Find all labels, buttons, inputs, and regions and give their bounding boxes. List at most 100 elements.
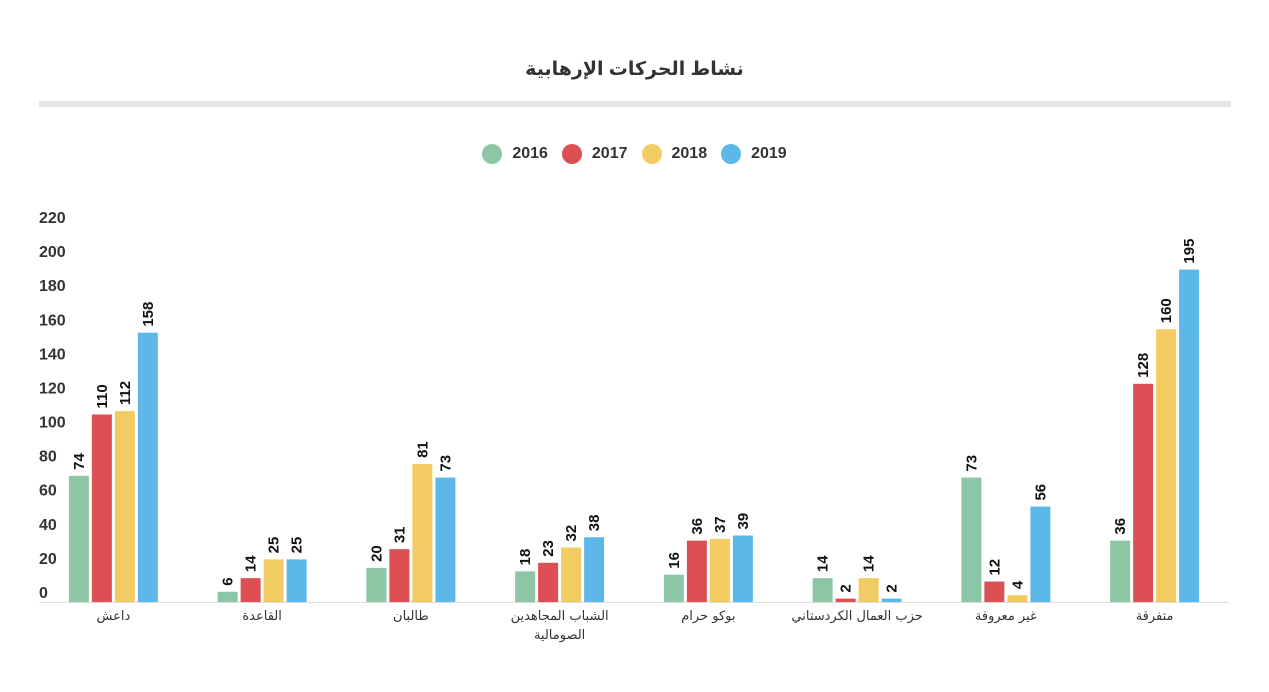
bar-2018	[1007, 595, 1028, 602]
legend-label: 2016	[512, 145, 548, 162]
data-label: 2	[838, 584, 855, 592]
data-label: 2	[884, 584, 901, 592]
bar-2017	[984, 581, 1005, 602]
bar-2018	[412, 463, 433, 602]
y-tick-label: 160	[39, 312, 66, 329]
data-label: 36	[689, 518, 706, 535]
y-tick-label: 220	[39, 210, 66, 227]
chart-title: نشاط الحركات الإرهابية	[525, 59, 744, 80]
data-label: 20	[368, 545, 385, 562]
x-tick-label: حزب العمال الكردستاني	[791, 609, 922, 624]
data-label: 32	[563, 525, 580, 542]
bar-2018	[1156, 329, 1177, 602]
legend-label: 2019	[751, 145, 787, 162]
y-tick-label: 180	[39, 278, 66, 295]
data-label: 81	[414, 441, 431, 458]
bar-2016	[217, 591, 238, 602]
data-label: 195	[1181, 239, 1198, 264]
data-label: 16	[666, 552, 683, 569]
data-label: 23	[540, 540, 557, 557]
data-label: 38	[586, 515, 603, 532]
data-label: 25	[289, 537, 306, 554]
data-label: 31	[391, 526, 408, 543]
bar-2019	[584, 537, 605, 602]
bar-2019	[732, 535, 753, 602]
x-tick-label: غير معروفة	[975, 609, 1037, 624]
y-tick-label: 40	[39, 517, 57, 534]
data-label: 25	[266, 537, 283, 554]
x-tick-label: طالبان	[393, 609, 429, 624]
bar-2018	[858, 578, 879, 602]
legend-item-2016[interactable]: 2016	[482, 144, 548, 164]
bar-2019	[1179, 269, 1200, 602]
data-label: 4	[1009, 580, 1026, 589]
bar-2016	[663, 574, 684, 602]
y-tick-label: 140	[39, 346, 66, 363]
bar-2016	[366, 567, 387, 602]
x-tick-label: القاعدة	[242, 609, 282, 624]
y-tick-label: 0	[39, 585, 48, 602]
data-label: 158	[140, 302, 157, 327]
title-divider	[39, 101, 1231, 107]
data-label: 6	[220, 577, 237, 585]
bar-2016	[68, 475, 89, 602]
legend-label: 2017	[591, 145, 628, 162]
bar-2016	[515, 571, 536, 602]
y-tick-label: 60	[39, 483, 57, 500]
x-tick-label: متفرقة	[1136, 609, 1174, 624]
bar-2017	[91, 414, 112, 602]
legend-swatch-icon	[482, 144, 503, 164]
bar-2019	[286, 559, 307, 602]
legend-swatch-icon	[561, 144, 582, 164]
data-label: 39	[735, 513, 752, 530]
bar-2017	[1133, 383, 1154, 602]
data-label: 73	[437, 455, 454, 472]
bar-2017	[686, 540, 707, 602]
y-tick-label: 120	[39, 380, 66, 397]
legend-swatch-icon	[641, 144, 662, 164]
bar-2016	[961, 477, 982, 602]
data-label: 14	[243, 555, 260, 572]
y-tick-label: 80	[39, 449, 57, 466]
bar-2016	[812, 578, 833, 602]
data-label: 36	[1112, 518, 1129, 535]
data-label: 56	[1032, 484, 1049, 501]
legend-item-2018[interactable]: 2018	[641, 144, 708, 164]
bar-2019	[881, 598, 902, 602]
bar-2017	[240, 578, 261, 602]
x-tick-label: بوكو حرام	[681, 609, 735, 624]
data-label: 73	[963, 455, 980, 472]
y-tick-label: 20	[39, 551, 57, 568]
bar-2016	[1110, 540, 1131, 602]
data-label: 112	[117, 381, 134, 405]
data-label: 160	[1158, 298, 1175, 323]
legend-label: 2018	[671, 145, 708, 162]
x-tick-label: داعش	[97, 609, 131, 624]
y-tick-label: 200	[39, 244, 66, 261]
bar-2017	[389, 549, 410, 602]
bar-2018	[709, 538, 730, 602]
bar-2017	[835, 598, 856, 602]
data-label: 74	[71, 453, 88, 470]
bar-2019	[435, 477, 456, 602]
bar-2018	[561, 547, 582, 602]
data-label: 128	[1135, 353, 1152, 378]
data-label: 12	[986, 559, 1003, 576]
legend-item-2017[interactable]: 2017	[561, 144, 628, 164]
data-label: 37	[712, 516, 729, 533]
legend-swatch-icon	[721, 144, 742, 164]
bar-2018	[263, 559, 284, 602]
legend-item-2019[interactable]: 2019	[721, 144, 787, 164]
legend: 2016 2017 2018 2019	[0, 144, 1269, 164]
y-tick-label: 100	[39, 415, 66, 432]
bar-2019	[137, 332, 158, 602]
data-label: 14	[815, 555, 832, 572]
x-tick-label: الشباب المجاهدين	[511, 609, 609, 624]
data-label: 110	[94, 384, 111, 408]
bar-2019	[1030, 506, 1051, 602]
data-label: 18	[517, 549, 534, 566]
data-label: 14	[861, 555, 878, 572]
bar-2018	[114, 411, 135, 602]
bar-2017	[538, 562, 559, 602]
